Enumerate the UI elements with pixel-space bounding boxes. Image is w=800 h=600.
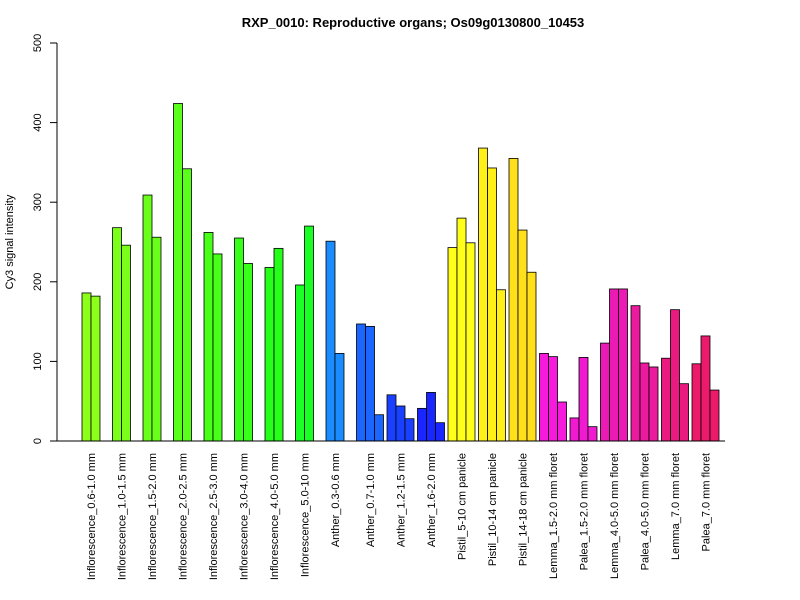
bar — [496, 289, 506, 442]
x-tick-label: Lemma_4.0-5.0 mm floret — [609, 453, 621, 579]
x-tick-label: Lemma_7.0 mm floret — [670, 453, 682, 560]
x-tick-label: Inflorescence_0.6-1.0 mm — [86, 453, 98, 580]
bar — [661, 357, 671, 442]
bar — [121, 244, 131, 442]
bar — [81, 292, 92, 442]
y-axis-label: Cy3 signal intensity — [4, 194, 16, 289]
bar — [426, 392, 436, 442]
x-tick-label: Palea_1.5-2.0 mm floret — [579, 453, 591, 570]
x-tick-label: Anther_0.7-1.0 mm — [365, 453, 377, 547]
bar — [173, 103, 183, 442]
bar — [273, 247, 284, 442]
x-tick-labels: Inflorescence_0.6-1.0 mm Inflorescence_1.… — [86, 453, 713, 580]
x-tick-label: Inflorescence_1.5-2.0 mm — [147, 453, 159, 580]
bar — [142, 194, 153, 442]
bar — [182, 168, 192, 442]
x-tick-label: Inflorescence_5.0-10 mm — [300, 453, 312, 577]
bar — [112, 227, 122, 442]
bar — [600, 342, 610, 442]
y-tick-label: 100 — [32, 352, 44, 370]
bar — [609, 288, 619, 442]
y-tick-label: 200 — [32, 273, 44, 291]
bar — [569, 417, 580, 442]
bar — [691, 363, 702, 442]
y-tick-label: 500 — [32, 34, 44, 52]
x-tick-label: Anther_0.3-0.6 mm — [330, 453, 342, 547]
bar — [709, 389, 720, 442]
bar — [304, 225, 314, 442]
bar — [325, 240, 336, 442]
x-tick-label: Pistil_14-18 cm panicle — [518, 453, 530, 566]
bar — [587, 426, 598, 442]
bar — [670, 309, 680, 442]
bar — [334, 353, 345, 442]
x-tick-label: Palea_4.0-5.0 mm floret — [640, 453, 652, 570]
x-tick-label: Palea_7.0 mm floret — [701, 453, 713, 551]
bar — [295, 284, 305, 442]
bar — [203, 232, 214, 442]
bar — [700, 335, 711, 442]
x-tick-label: Inflorescence_2.5-3.0 mm — [208, 453, 220, 580]
bar — [365, 325, 375, 442]
bar — [386, 394, 397, 442]
bar — [679, 383, 689, 442]
bar — [557, 401, 567, 442]
bar — [395, 405, 406, 442]
chart-title: RXP_0010: Reproductive organs; Os09g0130… — [242, 15, 585, 30]
bar — [465, 242, 476, 442]
bar — [639, 362, 650, 442]
bars — [81, 103, 720, 442]
bar — [234, 237, 244, 442]
bar — [447, 247, 458, 442]
bar — [618, 288, 628, 442]
x-tick-label: Inflorescence_4.0-5.0 mm — [269, 453, 281, 580]
bar — [151, 236, 162, 442]
bar — [212, 253, 223, 442]
y-tick-label: 400 — [32, 113, 44, 131]
bar — [526, 271, 537, 442]
bar — [90, 295, 101, 442]
bar — [243, 263, 253, 442]
bar — [487, 167, 497, 442]
bar — [630, 305, 641, 442]
bar — [648, 366, 659, 442]
bar — [508, 158, 519, 442]
bar — [435, 422, 445, 442]
bar — [374, 414, 384, 442]
x-tick-label: Inflorescence_1.0-1.5 mm — [117, 453, 129, 580]
bar — [517, 229, 528, 442]
y-axis: 0 100 200 300 400 500 — [32, 34, 58, 444]
bar — [456, 217, 467, 442]
bar — [404, 418, 415, 442]
x-tick-label: Lemma_1.5-2.0 mm floret — [548, 453, 560, 579]
x-tick-label: Pistil_10-14 cm panicle — [487, 453, 499, 566]
bar — [539, 353, 549, 442]
bar — [417, 407, 427, 442]
x-tick-label: Inflorescence_3.0-4.0 mm — [239, 453, 251, 580]
x-tick-label: Pistil_5-10 cm panicle — [457, 453, 469, 560]
y-tick-label: 0 — [32, 438, 44, 444]
x-tick-label: Anther_1.2-1.5 mm — [396, 453, 408, 547]
bar — [548, 356, 558, 442]
x-tick-label: Inflorescence_2.0-2.5 mm — [178, 453, 190, 580]
bar — [356, 323, 366, 442]
bar — [478, 147, 488, 442]
x-tick-label: Anther_1.6-2.0 mm — [426, 453, 438, 547]
bar — [264, 267, 275, 442]
bar — [578, 357, 589, 442]
y-tick-label: 300 — [32, 193, 44, 211]
